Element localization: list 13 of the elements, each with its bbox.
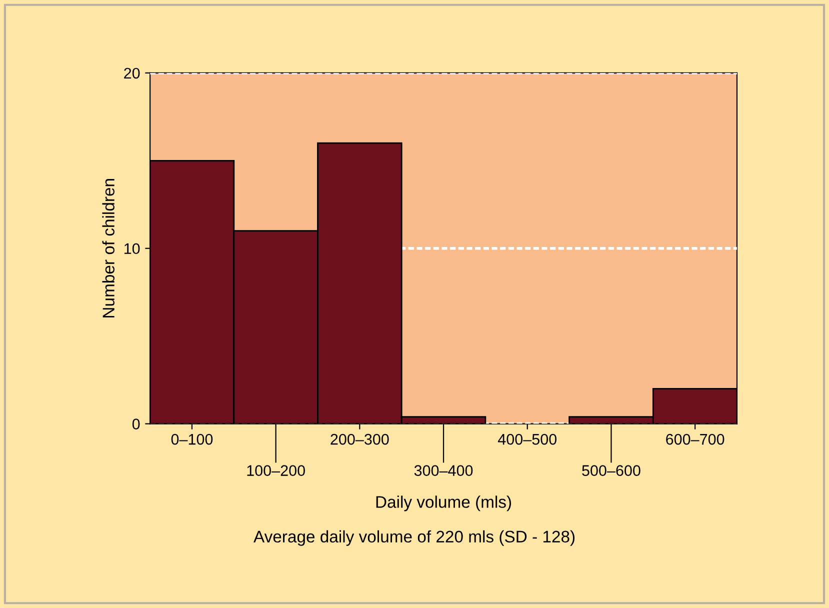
y-axis-title: Number of children: [102, 179, 114, 318]
y-tick-label: 0: [132, 418, 140, 430]
x-tick-label: 200–300: [330, 434, 389, 445]
x-tick-label: 400–500: [498, 434, 557, 445]
x-tick-label: 300–400: [414, 465, 473, 476]
x-tick-label: 100–200: [247, 465, 305, 476]
x-tick-label: 600–700: [666, 434, 724, 445]
y-tick-label: 10: [124, 243, 140, 254]
x-axis-title: Daily volume (mls): [376, 496, 512, 512]
x-tick-label: 500–600: [582, 465, 640, 476]
y-tick-label: 20: [124, 68, 140, 79]
text: Average daily volume of 220 mls (SD - 128): [254, 530, 575, 546]
x-tick-label: 0–100: [171, 434, 213, 445]
